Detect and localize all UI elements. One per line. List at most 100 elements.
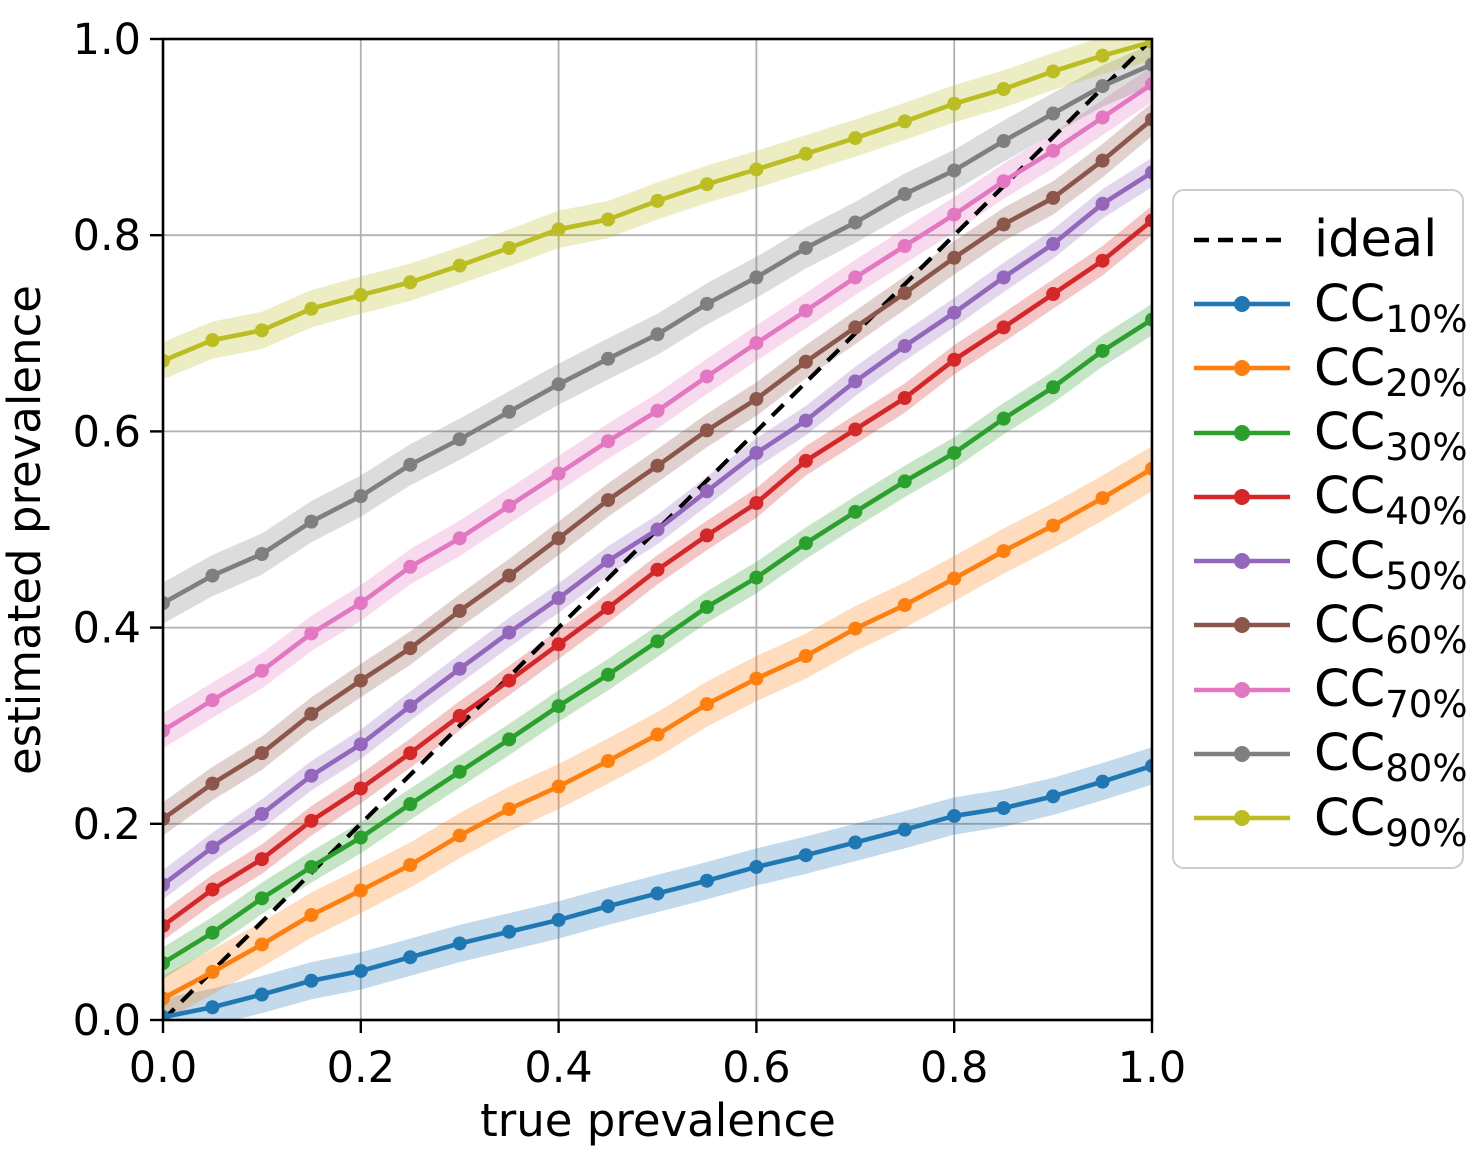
data-point [304, 301, 319, 316]
legend: ideal CC10% CC20% CC30% CC40% CC50% CC60% CC70%… [1172, 189, 1468, 869]
series-line-swatch-icon-cc-40% [1194, 488, 1290, 505]
data-point [699, 423, 714, 438]
data-point [996, 411, 1011, 426]
data-point [452, 661, 467, 676]
y-tick-label: 0.0 [73, 996, 141, 1046]
data-point [502, 924, 517, 939]
data-point [650, 562, 665, 577]
data-point [254, 852, 269, 867]
legend-item-cc-40%: CC40% [1192, 471, 1467, 531]
data-point [353, 288, 368, 303]
series-line-swatch-icon-cc-70% [1194, 681, 1290, 698]
x-tick-label: 0.0 [129, 1043, 197, 1093]
data-point [254, 891, 269, 906]
legend-item-cc-60%: CC60% [1192, 600, 1467, 659]
data-point [304, 813, 319, 828]
data-point [502, 568, 517, 583]
data-point [1095, 253, 1110, 268]
data-point [601, 493, 616, 508]
series-markers-cc-60% [163, 112, 1152, 826]
data-point [1046, 106, 1061, 121]
data-point [163, 811, 170, 826]
y-tick-label: 1.0 [73, 15, 141, 65]
data-point [304, 908, 319, 923]
data-point [1095, 774, 1110, 789]
data-point [601, 434, 616, 449]
data-point [996, 174, 1011, 189]
data-point [897, 822, 912, 837]
data-point [897, 598, 912, 613]
legend-item-cc-20%-label: CC20% [1314, 343, 1467, 402]
data-point [1046, 789, 1061, 804]
data-point [601, 754, 616, 769]
data-point [996, 320, 1011, 335]
data-point [798, 413, 813, 428]
data-point [848, 270, 863, 285]
data-point [897, 186, 912, 201]
y-tick-label: 0.6 [73, 407, 141, 457]
x-tick-label: 0.2 [327, 1043, 395, 1093]
data-point [601, 667, 616, 682]
data-point [1145, 39, 1152, 49]
data-point [601, 212, 616, 227]
series-markers-cc-10% [163, 758, 1152, 1020]
legend-item-cc-40%-text: CC [1314, 467, 1386, 527]
x-tick-label: 0.4 [524, 1043, 592, 1093]
data-point [205, 925, 220, 940]
data-point [452, 432, 467, 447]
data-point [551, 699, 566, 714]
data-point [897, 286, 912, 301]
data-point [1046, 143, 1061, 158]
data-point [848, 374, 863, 389]
data-point [205, 568, 220, 583]
data-point [798, 303, 813, 318]
series-markers-cc-40% [163, 213, 1152, 933]
data-point [1145, 213, 1152, 228]
legend-item-cc-20%: CC20% [1192, 343, 1467, 402]
data-point [798, 146, 813, 161]
data-point [749, 445, 764, 460]
data-point [749, 336, 764, 351]
data-point [848, 215, 863, 230]
data-point [205, 964, 220, 979]
data-point [848, 835, 863, 850]
data-point [947, 96, 962, 111]
data-point [650, 886, 665, 901]
data-point [502, 404, 517, 419]
data-point [205, 882, 220, 897]
data-point [163, 596, 170, 611]
legend-item-cc-50%-text: CC [1314, 531, 1386, 591]
x-tick-label: 0.6 [722, 1043, 790, 1093]
data-point [502, 625, 517, 640]
series-line-swatch-icon-cc-50% [1194, 553, 1290, 570]
series-line-swatch-icon-cc-20% [1194, 360, 1290, 377]
series-markers-cc-30% [163, 312, 1152, 971]
y-tick-label: 0.4 [73, 604, 141, 654]
data-point [304, 768, 319, 783]
data-point [947, 250, 962, 265]
data-point [699, 873, 714, 888]
legend-item-cc-90%-text: CC [1314, 788, 1386, 848]
data-point [650, 727, 665, 742]
y-tick-label: 0.2 [73, 800, 141, 850]
data-point [502, 240, 517, 255]
series-markers-cc-80% [163, 57, 1152, 611]
data-point [947, 352, 962, 367]
data-point [601, 899, 616, 914]
series-line-swatch-icon-cc-80% [1194, 745, 1290, 762]
data-point [1145, 312, 1152, 327]
data-point [1046, 237, 1061, 252]
legend-item-cc-80%-subscript: 80% [1385, 747, 1468, 791]
data-point [254, 746, 269, 761]
series-line-swatch-icon-cc-60% [1194, 617, 1290, 634]
legend-item-cc-90%: CC90% [1192, 793, 1467, 852]
data-point [699, 296, 714, 311]
data-point [996, 134, 1011, 149]
data-point [304, 973, 319, 988]
legend-item-cc-40%-subscript: 40% [1385, 490, 1468, 534]
data-point [1046, 64, 1061, 79]
data-point [1095, 491, 1110, 506]
data-point [650, 193, 665, 208]
series-line-swatch-icon-cc-30% [1194, 424, 1290, 441]
